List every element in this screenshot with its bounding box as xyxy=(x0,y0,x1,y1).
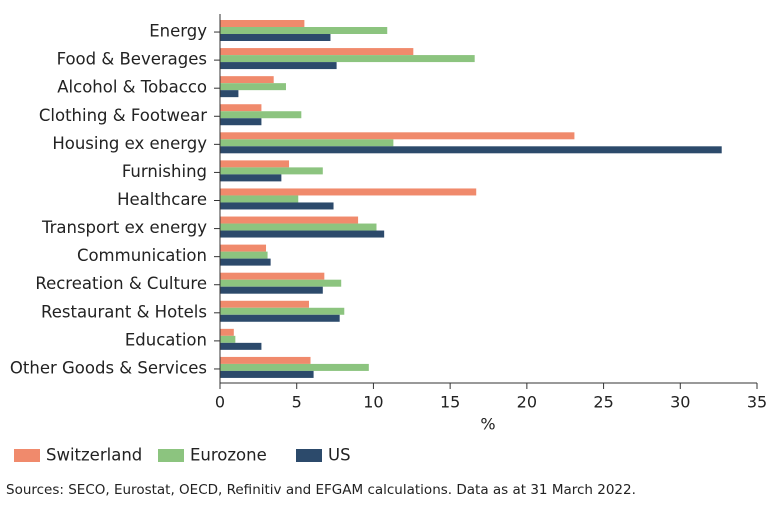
x-tick-label: 25 xyxy=(593,393,613,412)
bar xyxy=(220,356,311,364)
legend-swatch xyxy=(158,449,184,462)
bar xyxy=(220,244,267,252)
bar xyxy=(220,34,331,41)
bar xyxy=(220,370,314,378)
x-tick-label: 20 xyxy=(517,393,537,412)
bar xyxy=(220,328,234,336)
bar xyxy=(220,272,325,280)
bar xyxy=(220,258,271,266)
y-tick-label: Healthcare xyxy=(117,190,207,209)
bar xyxy=(220,139,394,147)
legend-label: Switzerland xyxy=(46,446,142,465)
bar xyxy=(220,363,369,371)
y-tick-label: Transport ex energy xyxy=(41,218,207,237)
x-tick-label: 10 xyxy=(363,393,383,412)
bar xyxy=(220,132,575,140)
y-tick-label: Restaurant & Hotels xyxy=(41,302,207,321)
legend-swatch xyxy=(296,449,322,462)
y-tick-label: Clothing & Footwear xyxy=(39,106,207,125)
bar xyxy=(220,335,236,343)
y-tick-label: Housing ex energy xyxy=(52,134,207,153)
bar xyxy=(220,76,274,84)
x-tick-label: 0 xyxy=(215,393,225,412)
bar xyxy=(220,104,262,112)
bar xyxy=(220,90,239,98)
y-tick-label: Recreation & Culture xyxy=(35,274,207,293)
x-tick-label: 35 xyxy=(747,393,767,412)
bar xyxy=(220,174,282,182)
y-tick-label: Alcohol & Tobacco xyxy=(57,78,207,97)
bar xyxy=(220,251,268,259)
bar xyxy=(220,160,290,168)
y-tick-label: Energy xyxy=(149,22,207,41)
source-note: Sources: SECO, Eurostat, OECD, Refinitiv… xyxy=(6,482,636,498)
bar xyxy=(220,118,262,126)
bar xyxy=(220,167,323,175)
y-tick-label: Communication xyxy=(77,246,207,265)
legend-swatch xyxy=(14,449,40,462)
bar xyxy=(220,342,262,350)
x-tick-label: 30 xyxy=(670,393,690,412)
x-tick-label: 15 xyxy=(440,393,460,412)
x-tick-label: 5 xyxy=(292,393,302,412)
y-tick-label: Food & Beverages xyxy=(57,50,207,69)
bar xyxy=(220,314,340,322)
bar xyxy=(220,223,377,231)
bar xyxy=(220,307,345,315)
legend-label: US xyxy=(328,446,351,465)
bar xyxy=(220,20,305,27)
y-tick-label: Other Goods & Services xyxy=(10,358,207,377)
bar xyxy=(220,146,722,154)
bar xyxy=(220,83,286,91)
bar xyxy=(220,188,477,196)
bar xyxy=(220,27,388,34)
bar xyxy=(220,55,475,63)
bar xyxy=(220,202,334,210)
bar xyxy=(220,286,323,294)
bar xyxy=(220,230,385,238)
legend-label: Eurozone xyxy=(190,446,267,465)
bar xyxy=(220,48,414,56)
bar xyxy=(220,279,342,287)
bar xyxy=(220,195,299,203)
bar xyxy=(220,62,337,70)
bar xyxy=(220,300,309,308)
bar xyxy=(220,111,302,119)
y-tick-label: Education xyxy=(125,330,207,349)
bar xyxy=(220,216,359,224)
x-axis-label: % xyxy=(480,415,495,434)
y-tick-label: Furnishing xyxy=(122,162,207,181)
